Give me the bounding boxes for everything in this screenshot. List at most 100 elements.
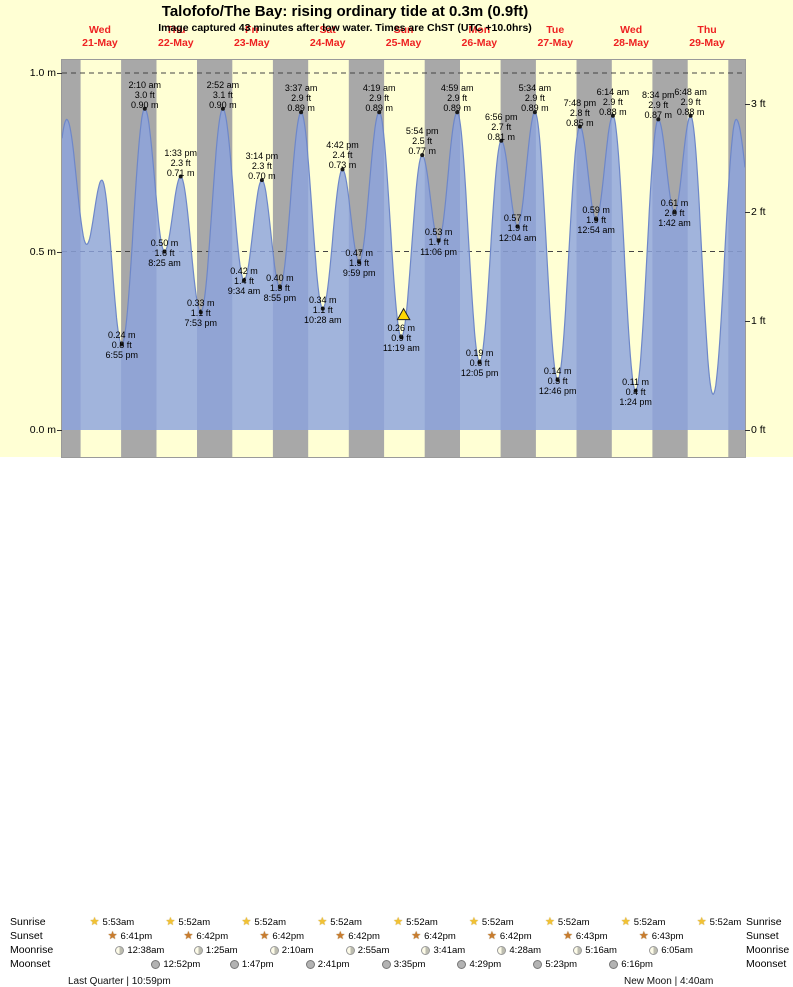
sunset-time: 6:42pm [424,931,456,942]
sunset-entry: ★ 6:42pm [396,930,472,943]
moonset-entry: 1:47pm [214,958,290,971]
moonrise-icon [269,946,279,955]
sunrise-icon: ★ [620,916,631,928]
moonset-entry: 5:23pm [517,958,593,971]
moonset-entry: 4:29pm [441,958,517,971]
y-axis-label-ft: 2 ft [751,206,766,219]
moonrise-time: 4:28am [509,945,542,956]
sunrise-entry: ★ 5:52am [302,916,378,929]
moonrise-entry: 5:16am [557,944,633,957]
moonset-icon [533,960,543,969]
high-tide-annotation: 3:37 am 2.9 ft 0.89 m [284,83,318,114]
moonrise-time: 6:05am [661,945,693,956]
high-tide-point [656,117,661,122]
sunset-entry: ★ 6:42pm [244,930,320,943]
high-tide-point [455,110,460,115]
low-tide-point [515,224,520,229]
sunrise-entry: ★ 5:52am [226,916,302,929]
moonrise-time: 1:25am [205,945,238,956]
high-tide-annotation: 3:14 pm 2.3 ft 0.70 m [245,151,279,182]
low-tide-annotation: 0.11 m 0.4 ft 1:24 pm [619,376,652,407]
low-tide-point [399,335,404,340]
sunrise-time: 5:52am [330,917,362,928]
high-tide-annotation: 6:56 pm 2.7 ft 0.81 m [485,111,518,142]
moonset-icon [609,960,619,969]
sunset-icon: ★ [183,930,194,942]
sunset-time: 6:43pm [651,931,684,942]
moonrise-icon [193,946,203,955]
almanac-section: Sunrise Sunset Moonrise Moonset Sunrise … [0,457,793,987]
sunset-icon: ★ [107,930,118,942]
high-tide-annotation: 4:19 am 2.9 ft 0.89 m [362,83,396,114]
low-tide-point [555,378,560,382]
sunset-icon: ★ [411,930,422,942]
sunrise-icon: ★ [165,916,176,928]
moonrise-icon [421,946,431,955]
moonset-time: 3:35pm [393,959,426,970]
low-tide-point [119,342,124,347]
sunrise-entry: ★ 5:52am [605,916,681,929]
moonset-row-label-right: Moonset [746,958,787,970]
high-tide-point [377,110,382,115]
axis-tick [745,321,750,323]
low-tide-annotation: 0.50 m 1.6 ft 8:25 am [148,237,181,268]
moonrise-entry: 2:55am [330,944,406,957]
moonrise-row-label-left: Moonrise [10,944,54,956]
low-tide-annotation: 0.53 m 1.7 ft 11:06 pm [420,226,458,257]
high-tide-annotation: 2:10 am 3.0 ft 0.90 m [128,79,162,110]
sunset-entry: ★ 6:42pm [471,930,547,943]
high-tide-annotation: 4:42 pm 2.4 ft 0.73 m [326,140,359,171]
moonrise-entry: 12:38am [102,944,178,957]
moonset-time: 2:41pm [317,959,350,970]
moonrise-icon [649,946,659,955]
moonrise-time: 5:16am [585,945,617,956]
sunrise-entry: ★ 5:52am [150,916,226,929]
sunrise-entry: ★ 5:52am [529,916,605,929]
low-tide-annotation: 0.57 m 1.9 ft 12:04 am [498,212,537,243]
low-tide-point [198,310,203,315]
low-tide-point [242,278,246,283]
sunrise-entry: ★ 5:52am [681,916,757,929]
moonset-time: 6:16pm [621,959,653,970]
axis-tick [745,212,750,214]
high-tide-point [259,178,264,183]
sunrise-time: 5:52am [178,917,211,928]
sunset-icon: ★ [562,930,573,942]
moonset-time: 1:47pm [241,959,274,970]
sunset-entry: ★ 6:43pm [623,930,699,943]
sunset-entry: ★ 6:42pm [168,930,244,943]
high-tide-annotation: 5:54 pm 2.5 ft 0.77 m [405,126,439,157]
axis-tick [745,430,750,431]
moonset-time: 12:52pm [163,959,201,970]
low-tide-annotation: 0.14 m 0.5 ft 12:46 pm [538,366,577,396]
high-tide-annotation: 4:59 am 2.9 ft 0.89 m [440,83,474,114]
moonrise-entry: 1:25am [178,944,254,957]
moonrise-entry: 2:10am [254,944,330,957]
moonrise-entry: 6:05am [633,944,709,957]
sunset-time: 6:42pm [272,931,305,942]
high-tide-annotation: 6:14 am 2.9 ft 0.88 m [596,86,630,117]
day-label: Mon 26-May [461,24,498,49]
sunset-entry: ★ 6:42pm [320,930,396,943]
low-tide-annotation: 0.26 m 0.9 ft 11:19 am [382,323,420,354]
moonset-entry: 6:16pm [593,958,669,971]
sunrise-time: 5:52am [481,917,514,928]
moonrise-entry: 4:28am [481,944,557,957]
low-tide-point [477,360,482,365]
moonset-entry: 2:41pm [290,958,366,971]
low-tide-annotation: 0.42 m 1.4 ft 9:34 am [227,266,261,297]
moonrise-time: 12:38am [127,945,165,956]
sunset-time: 6:42pm [196,931,229,942]
y-axis-label-m: 0.0 m [29,424,56,436]
sunrise-icon: ★ [469,916,479,928]
high-tide-point [499,138,504,143]
low-tide-annotation: 0.47 m 1.5 ft 9:59 pm [342,248,376,279]
axis-tick [57,73,62,74]
current-time-marker [396,307,411,321]
sunset-icon: ★ [259,930,270,942]
low-tide-point [277,285,282,290]
low-tide-point [594,217,599,222]
sunrise-entry: ★ 5:52am [453,916,529,929]
moonset-icon [381,960,391,969]
axis-tick [57,251,62,253]
